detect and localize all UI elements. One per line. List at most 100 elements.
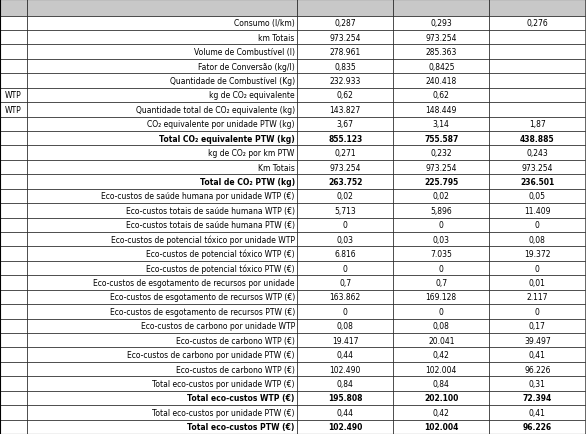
Text: 0,44: 0,44	[336, 408, 354, 417]
Bar	[0, 319, 27, 333]
Text: 96.226: 96.226	[524, 365, 551, 374]
Bar	[297, 31, 393, 45]
Text: 973.254: 973.254	[522, 163, 553, 172]
Bar	[393, 31, 489, 45]
Bar	[393, 103, 489, 117]
Bar	[0, 146, 27, 161]
Bar	[393, 376, 489, 391]
Text: 3,14: 3,14	[433, 120, 449, 129]
Text: 263.752: 263.752	[328, 178, 362, 187]
Text: 0: 0	[535, 307, 540, 316]
Text: 0,17: 0,17	[529, 322, 546, 331]
Bar	[27, 74, 297, 89]
Text: 438.885: 438.885	[520, 135, 555, 143]
Bar	[0, 348, 27, 362]
Text: Total de CO₂ PTW (kg): Total de CO₂ PTW (kg)	[200, 178, 295, 187]
Bar	[0, 261, 27, 276]
Text: 5,713: 5,713	[334, 206, 356, 215]
Text: 0,08: 0,08	[529, 235, 546, 244]
Bar	[27, 247, 297, 261]
Text: 0,62: 0,62	[433, 91, 449, 100]
Bar	[393, 60, 489, 74]
Bar	[27, 290, 297, 304]
Text: Eco-custos de potencial tóxico WTP (€): Eco-custos de potencial tóxico WTP (€)	[146, 249, 295, 259]
Text: Quantidade de Combustível (Kg): Quantidade de Combustível (Kg)	[169, 77, 295, 86]
Text: 102.004: 102.004	[425, 365, 457, 374]
Bar	[297, 405, 393, 420]
Text: 169.128: 169.128	[425, 293, 457, 302]
Bar	[393, 175, 489, 189]
Bar	[393, 161, 489, 175]
Text: 0,01: 0,01	[529, 278, 546, 287]
Bar	[489, 304, 585, 319]
Text: Eco-custos de carbono por unidade WTP: Eco-custos de carbono por unidade WTP	[141, 322, 295, 331]
Text: 0: 0	[343, 307, 347, 316]
Bar	[297, 132, 393, 146]
Bar	[27, 420, 297, 434]
Bar	[297, 189, 393, 204]
Bar	[297, 103, 393, 117]
Text: 20.041: 20.041	[428, 336, 455, 345]
Bar	[393, 276, 489, 290]
Text: Total eco-custos por unidade WTP (€): Total eco-custos por unidade WTP (€)	[152, 379, 295, 388]
Bar	[489, 276, 585, 290]
Text: 0,44: 0,44	[336, 350, 354, 359]
Text: 163.862: 163.862	[329, 293, 361, 302]
Bar	[393, 218, 489, 233]
Bar	[489, 189, 585, 204]
Bar	[27, 304, 297, 319]
Bar	[27, 161, 297, 175]
Text: Eco-custos de esgotamento de recursos por unidade: Eco-custos de esgotamento de recursos po…	[93, 278, 295, 287]
Bar	[489, 0, 585, 16]
Text: 102.004: 102.004	[424, 422, 458, 431]
Bar	[0, 276, 27, 290]
Bar	[27, 348, 297, 362]
Text: 6.816: 6.816	[335, 250, 356, 259]
Bar	[489, 247, 585, 261]
Text: 0: 0	[439, 307, 444, 316]
Text: 0,02: 0,02	[337, 192, 353, 201]
Bar	[0, 132, 27, 146]
Text: 0: 0	[343, 264, 347, 273]
Text: Eco-custos de potencial tóxico PTW (€): Eco-custos de potencial tóxico PTW (€)	[146, 264, 295, 273]
Bar	[489, 233, 585, 247]
Bar	[489, 74, 585, 89]
Bar	[297, 233, 393, 247]
Bar	[0, 247, 27, 261]
Bar	[0, 89, 27, 103]
Bar	[393, 117, 489, 132]
Bar	[489, 103, 585, 117]
Text: 1,87: 1,87	[529, 120, 546, 129]
Bar	[27, 189, 297, 204]
Bar	[297, 376, 393, 391]
Text: Eco-custos de carbono WTP (€): Eco-custos de carbono WTP (€)	[176, 365, 295, 374]
Bar	[297, 161, 393, 175]
Bar	[297, 247, 393, 261]
Text: CO₂ equivalente por unidade PTW (kg): CO₂ equivalente por unidade PTW (kg)	[147, 120, 295, 129]
Bar	[27, 319, 297, 333]
Bar	[0, 189, 27, 204]
Bar	[0, 204, 27, 218]
Bar	[27, 132, 297, 146]
Text: 973.254: 973.254	[329, 163, 361, 172]
Text: 285.363: 285.363	[425, 48, 457, 57]
Text: 0,7: 0,7	[435, 278, 447, 287]
Bar	[297, 420, 393, 434]
Text: 755.587: 755.587	[424, 135, 458, 143]
Bar	[0, 333, 27, 348]
Bar	[0, 405, 27, 420]
Bar	[27, 261, 297, 276]
Text: 0,41: 0,41	[529, 350, 546, 359]
Text: Eco-custos totais de saúde humana PTW (€): Eco-custos totais de saúde humana PTW (€…	[126, 221, 295, 230]
Bar	[489, 89, 585, 103]
Text: 0,84: 0,84	[433, 379, 449, 388]
Bar	[489, 391, 585, 405]
Text: kg de CO₂ por km PTW: kg de CO₂ por km PTW	[209, 149, 295, 158]
Text: 0: 0	[343, 221, 347, 230]
Bar	[27, 218, 297, 233]
Bar	[0, 74, 27, 89]
Text: WTP: WTP	[5, 105, 22, 115]
Text: 0,42: 0,42	[433, 408, 449, 417]
Bar	[489, 290, 585, 304]
Text: 148.449: 148.449	[425, 105, 457, 115]
